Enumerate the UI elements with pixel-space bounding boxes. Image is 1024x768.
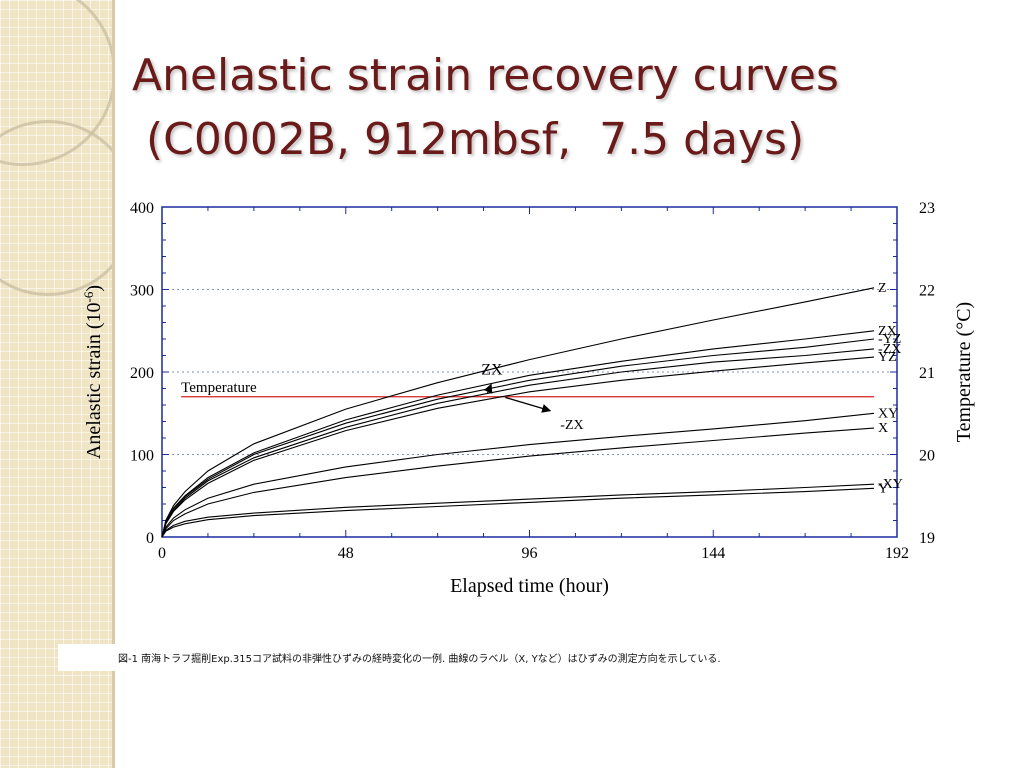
x-tick-label: 144 bbox=[701, 545, 725, 562]
y2-tick-label: 19 bbox=[919, 530, 935, 547]
y-tick-label: 300 bbox=[130, 283, 154, 300]
x-tick-label: 0 bbox=[158, 545, 166, 562]
series-label-ZX: ZX bbox=[878, 324, 897, 339]
decorative-sidebar bbox=[0, 0, 112, 768]
y2-axis-label: Temperature (°C) bbox=[953, 302, 975, 442]
annotation-label-neg-zx: -ZX bbox=[560, 418, 583, 433]
series-label-neg-XY: -XY bbox=[878, 477, 903, 492]
series-label-YZ: YZ bbox=[878, 350, 897, 365]
x-tick-label: 96 bbox=[522, 545, 538, 562]
series-label-neg-ZX: -ZX bbox=[878, 342, 901, 357]
caption-strip bbox=[58, 644, 918, 671]
temperature-label: Temperature bbox=[181, 380, 257, 396]
annotation-arrow-zx bbox=[483, 383, 493, 394]
series-label-X: X bbox=[878, 421, 888, 436]
y2-tick-label: 23 bbox=[919, 200, 935, 217]
y2-tick-label: 22 bbox=[919, 283, 935, 300]
series-line-neg-ZX bbox=[161, 348, 875, 538]
x-tick-label: 192 bbox=[885, 545, 909, 562]
y-tick-label: 400 bbox=[130, 200, 154, 217]
x-axis-label: Elapsed time (hour) bbox=[450, 575, 609, 597]
y-tick-label: 100 bbox=[130, 448, 154, 465]
y-tick-label: 200 bbox=[130, 365, 154, 382]
y-axis-label: Anelastic strain (10-6) bbox=[81, 285, 105, 459]
annotation-label-zx: ZX bbox=[481, 361, 503, 378]
figure-caption: 図-1 南海トラフ掘削Exp.315コア試料の非弾性ひずみの経時変化の一例. 曲… bbox=[118, 654, 721, 665]
slide-title-line-2: (C0002B, 912mbsf, 7.5 days) bbox=[132, 114, 805, 165]
series-label-XY: XY bbox=[878, 406, 898, 421]
x-tick-label: 48 bbox=[338, 545, 354, 562]
series-line-XY bbox=[161, 412, 875, 538]
y2-tick-label: 20 bbox=[919, 448, 935, 465]
series-line-neg-XY bbox=[161, 483, 875, 538]
series-line-ZX bbox=[161, 330, 875, 538]
series-line-Z bbox=[161, 287, 875, 538]
annotation-arrow-neg-zx bbox=[505, 396, 552, 413]
sidebar-divider bbox=[112, 0, 115, 768]
series-line-X bbox=[161, 427, 875, 538]
decorative-ring bbox=[0, 120, 112, 296]
slide-title: Anelastic strain recovery curves (C0002B… bbox=[132, 44, 1012, 172]
y-tick-label: 0 bbox=[146, 530, 154, 547]
series-line-YZ bbox=[161, 356, 875, 538]
y2-tick-label: 21 bbox=[919, 365, 935, 382]
series-label-Z: Z bbox=[878, 281, 887, 296]
slide-title-line-1: Anelastic strain recovery curves bbox=[132, 50, 839, 101]
series-label-neg-YZ: -YZ bbox=[878, 332, 901, 347]
series-line-Y bbox=[161, 487, 875, 538]
series-label-Y: Y bbox=[878, 481, 888, 496]
strain-chart: 0 48 96 144 19201002003004001920212223Elapse… bbox=[81, 200, 975, 597]
series-line-neg-YZ bbox=[161, 338, 875, 538]
